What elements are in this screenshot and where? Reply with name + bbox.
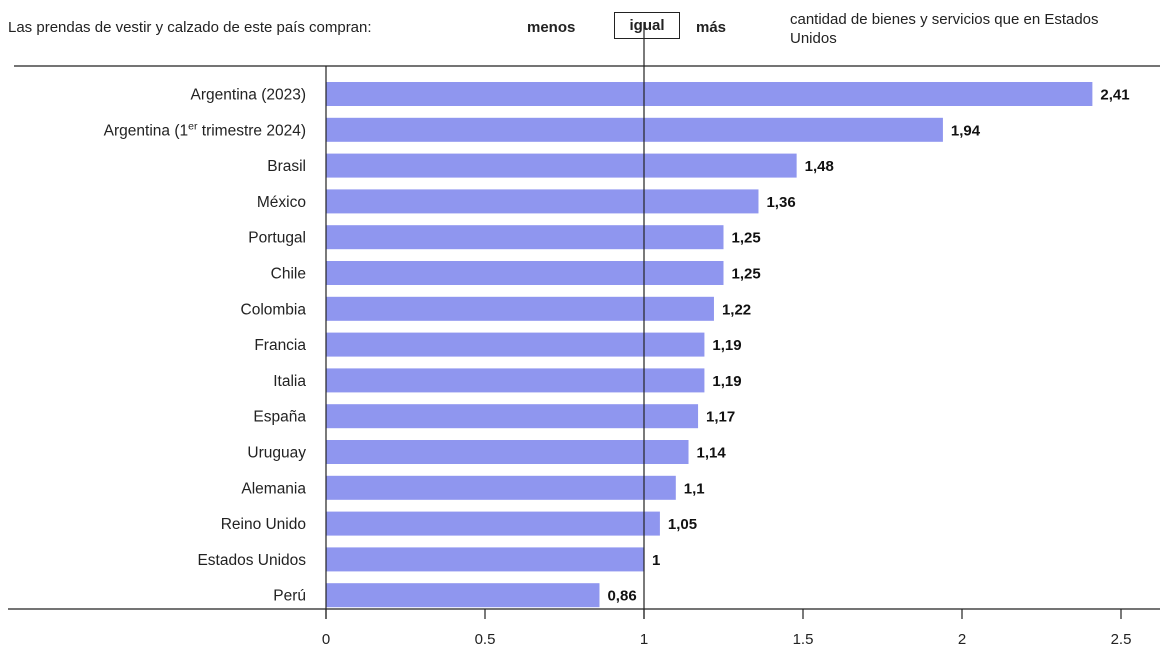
x-tick-label: 2.5 bbox=[1111, 631, 1132, 648]
bar bbox=[326, 440, 689, 464]
header-lead-text: Las prendas de vestir y calzado de este … bbox=[8, 19, 372, 36]
category-label: Chile bbox=[271, 266, 306, 283]
value-label: 1,36 bbox=[766, 194, 795, 211]
category-label: Italia bbox=[273, 373, 306, 390]
category-label: Argentina (2023) bbox=[191, 87, 306, 104]
bar bbox=[326, 153, 797, 178]
value-label: 1,19 bbox=[712, 373, 741, 390]
bar bbox=[326, 82, 1093, 106]
category-label: México bbox=[257, 194, 306, 211]
value-label: 1 bbox=[652, 552, 660, 569]
chart-header: Las prendas de vestir y calzado de este … bbox=[0, 0, 1160, 66]
category-label: Perú bbox=[273, 588, 306, 605]
category-label: Portugal bbox=[248, 230, 306, 247]
value-label: 1,19 bbox=[712, 337, 741, 354]
category-label: Uruguay bbox=[247, 445, 306, 462]
value-label: 1,14 bbox=[697, 445, 727, 462]
value-label: 1,05 bbox=[668, 516, 697, 533]
value-label: 1,25 bbox=[732, 266, 761, 283]
header-more-label: más bbox=[696, 19, 727, 36]
bar bbox=[326, 296, 714, 321]
x-tick-label: 2 bbox=[958, 631, 966, 648]
x-tick-label: 0 bbox=[322, 631, 330, 648]
bar bbox=[326, 261, 724, 285]
header-less-label: menos bbox=[527, 19, 576, 36]
bar bbox=[326, 368, 705, 393]
x-tick-label: 1.5 bbox=[793, 631, 814, 648]
category-label: Alemania bbox=[241, 480, 306, 497]
header-equal-box: igual bbox=[614, 12, 680, 39]
category-label: Argentina (1er trimestre 2024) bbox=[104, 120, 306, 139]
value-label: 1,17 bbox=[706, 409, 735, 426]
axes-group: 0 0.5 1 1.5 2 2.5 bbox=[8, 22, 1160, 648]
bar bbox=[326, 117, 943, 142]
value-label: 1,48 bbox=[805, 158, 834, 175]
value-label: 1,94 bbox=[951, 122, 981, 139]
category-label: Francia bbox=[254, 337, 306, 354]
value-label: 1,22 bbox=[722, 301, 751, 318]
header-equal-label: igual bbox=[629, 17, 665, 34]
bar bbox=[326, 332, 705, 357]
bar bbox=[326, 404, 699, 429]
value-label: 1,1 bbox=[684, 480, 705, 497]
bars-group: Argentina (2023) 2,41 Argentina (1er trime… bbox=[104, 82, 1130, 608]
x-tick-label: 1 bbox=[640, 631, 648, 648]
value-label: 1,25 bbox=[732, 230, 761, 247]
x-tick-label: 0.5 bbox=[475, 631, 496, 648]
category-label: Colombia bbox=[241, 301, 307, 318]
bar bbox=[326, 547, 644, 572]
value-label: 0,86 bbox=[607, 588, 636, 605]
category-label: España bbox=[253, 409, 306, 426]
bar bbox=[326, 583, 600, 608]
header-description: cantidad de bienes y servicios que en Es… bbox=[790, 11, 1099, 47]
bar bbox=[326, 511, 660, 536]
category-label: Reino Unido bbox=[221, 516, 306, 533]
bar bbox=[326, 475, 676, 500]
category-label: Brasil bbox=[267, 158, 306, 175]
bar bbox=[326, 189, 759, 214]
bar bbox=[326, 225, 724, 250]
value-label: 2,41 bbox=[1100, 87, 1129, 104]
category-label: Estados Unidos bbox=[197, 552, 306, 569]
